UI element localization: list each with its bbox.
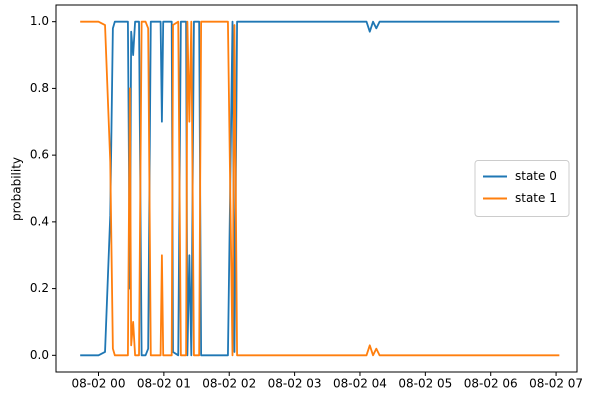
x-tick-label: 08-02 04 — [333, 377, 387, 391]
y-tick-label: 0.4 — [30, 214, 49, 228]
line-series — [80, 20, 560, 357]
x-tick-label: 08-02 02 — [202, 377, 256, 391]
x-tick-label: 08-02 03 — [268, 377, 322, 391]
line-series — [80, 20, 560, 357]
legend-label: state 0 — [515, 169, 557, 183]
x-tick-label: 08-02 01 — [137, 377, 191, 391]
y-tick-label: 0.8 — [30, 81, 49, 95]
y-tick-label: 0.6 — [30, 148, 49, 162]
y-tick-label: 1.0 — [30, 14, 49, 28]
plot-frame — [55, 4, 578, 373]
x-tick-label: 08-02 00 — [72, 377, 126, 391]
y-tick-label: 0.2 — [30, 281, 49, 295]
y-axis-label: probability — [10, 157, 24, 221]
legend-label: state 1 — [515, 191, 557, 205]
x-tick-label: 08-02 06 — [464, 377, 518, 391]
x-tick-label: 08-02 07 — [529, 377, 583, 391]
y-tick-label: 0.0 — [30, 348, 49, 362]
legend-box — [474, 160, 570, 217]
x-tick-label: 08-02 05 — [398, 377, 452, 391]
